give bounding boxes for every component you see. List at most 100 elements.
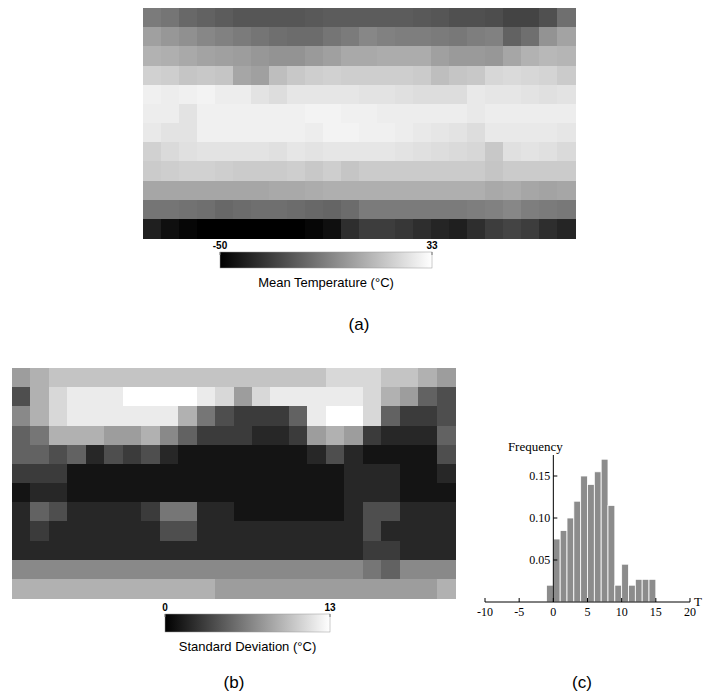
heatmap-cell	[326, 368, 345, 388]
heatmap-cell	[363, 483, 382, 503]
heatmap-cell	[467, 27, 486, 47]
heatmap-cell	[418, 560, 437, 580]
heatmap-cell	[449, 219, 468, 239]
heatmap-cell	[305, 66, 324, 86]
histogram-panel: -10-5051015200.050.100.15FrequencyT(c)	[477, 439, 702, 692]
heatmap-cell	[400, 387, 419, 407]
heatmap-cell	[437, 426, 456, 446]
heatmap-cell	[503, 27, 522, 47]
heatmap-cell	[359, 181, 378, 201]
heatmap-cell	[400, 579, 419, 599]
heatmap-cell	[12, 464, 31, 484]
heatmap-cell	[467, 46, 486, 66]
heatmap-cell	[67, 387, 86, 407]
heatmap-cell	[344, 368, 363, 388]
heatmap-cell	[539, 161, 558, 181]
heatmap-cell	[161, 8, 180, 28]
heatmap-cell	[381, 541, 400, 561]
heatmap-cell	[503, 123, 522, 143]
heatmap-cell	[395, 104, 414, 124]
heatmap-cell	[359, 104, 378, 124]
heatmap-cell	[123, 521, 142, 541]
heatmap-cell	[215, 8, 234, 28]
heatmap-cell	[30, 483, 49, 503]
heatmap-cell	[160, 368, 179, 388]
heatmap-cell	[485, 46, 504, 66]
heatmap-cell	[437, 387, 456, 407]
heatmap-cell	[307, 560, 326, 580]
colorbar-label: Mean Temperature (°C)	[258, 275, 394, 290]
heatmap-cell	[12, 368, 31, 388]
heatmap-cell	[521, 142, 540, 162]
heatmap-cell	[449, 200, 468, 220]
heatmap-cell	[326, 541, 345, 561]
heatmap-cell	[86, 502, 105, 522]
heatmap-cell	[557, 200, 576, 220]
heatmap-cell	[381, 579, 400, 599]
heatmap-cell	[104, 387, 123, 407]
heatmap-cell	[233, 104, 252, 124]
heatmap-cell	[104, 483, 123, 503]
heatmap-cell	[197, 502, 216, 522]
heatmap-cell	[234, 445, 253, 465]
x-tick	[587, 598, 588, 602]
heatmap-cell	[503, 66, 522, 86]
heatmap-cell	[431, 142, 450, 162]
heatmap-cell	[178, 445, 197, 465]
heatmap-cell	[197, 85, 216, 105]
heatmap-cell	[289, 521, 308, 541]
heatmap-cell	[485, 142, 504, 162]
y-tick-label: 0.15	[529, 469, 550, 483]
heatmap-cell	[400, 406, 419, 426]
heatmap-cell	[49, 521, 68, 541]
colorbar-tick-label: 0	[162, 602, 168, 613]
heatmap-cell	[287, 104, 306, 124]
heatmap-cell	[215, 85, 234, 105]
histogram-bar	[588, 484, 595, 602]
heatmap-cell	[215, 66, 234, 86]
heatmap-cell	[437, 406, 456, 426]
heatmap-cell	[539, 27, 558, 47]
heatmap-cell	[161, 66, 180, 86]
heatmap-cell	[252, 368, 271, 388]
heatmap-cell	[197, 579, 216, 599]
x-tick	[690, 598, 691, 602]
heatmap-cell	[539, 66, 558, 86]
heatmap-cell	[49, 406, 68, 426]
heatmap-cell	[86, 445, 105, 465]
heatmap-cell	[413, 46, 432, 66]
heatmap-cell	[377, 85, 396, 105]
heatmap-cell	[395, 181, 414, 201]
heatmap-cell	[467, 161, 486, 181]
heatmap-cell	[359, 161, 378, 181]
heatmap-cell	[305, 181, 324, 201]
heatmap-cell	[323, 123, 342, 143]
heatmap-cell	[161, 200, 180, 220]
heatmap-cell	[539, 200, 558, 220]
heatmap-cell	[307, 541, 326, 561]
heatmap-cell	[252, 483, 271, 503]
heatmap-cell	[467, 200, 486, 220]
heatmap-cell	[252, 502, 271, 522]
histogram-bar	[574, 501, 581, 602]
heatmap-cell	[377, 66, 396, 86]
heatmap-cell	[326, 464, 345, 484]
heatmap-cell	[86, 521, 105, 541]
heatmap-cell	[326, 387, 345, 407]
heatmap-cell	[521, 219, 540, 239]
heatmap-cell	[431, 104, 450, 124]
heatmap-cell	[123, 579, 142, 599]
heatmap-cell	[363, 445, 382, 465]
heatmap-cell	[141, 579, 160, 599]
heatmap-cell	[287, 181, 306, 201]
heatmap-cell	[197, 464, 216, 484]
heatmap-cell	[251, 66, 270, 86]
heatmap-cell	[251, 104, 270, 124]
heatmap-cell	[161, 27, 180, 47]
heatmap-cell	[270, 426, 289, 446]
heatmap-cell	[86, 387, 105, 407]
panel-letter: (b)	[224, 673, 245, 692]
figure: -5033Mean Temperature (°C)(a)013Standard…	[0, 0, 715, 700]
heatmap-cell	[141, 445, 160, 465]
histogram-bar	[649, 579, 656, 602]
